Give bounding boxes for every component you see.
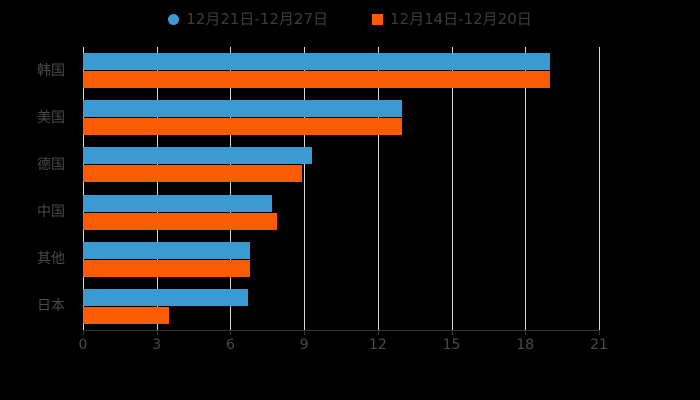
gridline xyxy=(451,47,453,330)
x-tick-mark xyxy=(230,330,232,335)
bar[interactable] xyxy=(83,165,302,183)
x-axis: 0 3 6 9 12 15 18 21 xyxy=(79,330,608,370)
y-tick-label: 美国 xyxy=(37,109,65,126)
y-tick-label: 中国 xyxy=(37,204,65,221)
bar[interactable] xyxy=(83,259,251,277)
legend-entry-series-0[interactable]: 12月21日-12月27日 xyxy=(168,9,328,28)
x-tick-mark xyxy=(83,330,84,335)
x-tick-mark xyxy=(599,330,600,335)
x-tick-label: 0 xyxy=(78,337,88,353)
legend-square-marker-icon xyxy=(372,13,383,25)
x-tick-label: 3 xyxy=(152,337,162,353)
gridline xyxy=(377,47,379,330)
plot-area xyxy=(83,47,600,330)
x-tick-label: 12 xyxy=(368,337,387,353)
bar[interactable] xyxy=(83,241,251,259)
gridline xyxy=(83,47,84,330)
x-tick-label: 15 xyxy=(442,337,461,353)
legend-entry-series-1[interactable]: 12月14日-12月20日 xyxy=(372,9,532,28)
bar[interactable] xyxy=(83,212,278,230)
x-tick-mark xyxy=(377,330,379,335)
x-tick-mark xyxy=(525,330,527,335)
bar[interactable] xyxy=(83,71,550,89)
gridline xyxy=(525,47,527,330)
y-tick-label: 德国 xyxy=(37,156,65,173)
x-tick-label: 6 xyxy=(225,337,235,353)
bar[interactable] xyxy=(83,100,403,118)
bar[interactable] xyxy=(83,118,403,136)
y-axis: 韩国美国德国中国其他日本 xyxy=(0,47,75,330)
bar[interactable] xyxy=(83,288,248,306)
y-tick-label: 韩国 xyxy=(37,62,65,79)
legend-label-series-0: 12月21日-12月27日 xyxy=(186,9,328,28)
gridline xyxy=(599,47,600,330)
x-tick-mark xyxy=(304,330,306,335)
x-tick-label: 18 xyxy=(516,337,535,353)
legend-circle-marker-icon xyxy=(168,13,180,25)
gridline xyxy=(230,47,232,330)
x-axis-spine xyxy=(83,330,599,331)
x-tick-mark xyxy=(451,330,453,335)
bar[interactable] xyxy=(83,306,169,324)
y-tick-label: 日本 xyxy=(37,298,65,315)
x-tick-label: 9 xyxy=(299,337,309,353)
y-tick-label: 其他 xyxy=(37,251,65,268)
bar[interactable] xyxy=(83,147,312,165)
bar[interactable] xyxy=(83,53,550,71)
x-tick-label: 21 xyxy=(590,337,608,353)
chart-legend: 12月21日-12月27日 12月14日-12月20日 xyxy=(0,6,700,32)
gridline xyxy=(304,47,306,330)
x-tick-mark xyxy=(156,330,158,335)
legend-label-series-1: 12月14日-12月20日 xyxy=(390,9,532,28)
bar[interactable] xyxy=(83,194,273,212)
gridline xyxy=(156,47,158,330)
